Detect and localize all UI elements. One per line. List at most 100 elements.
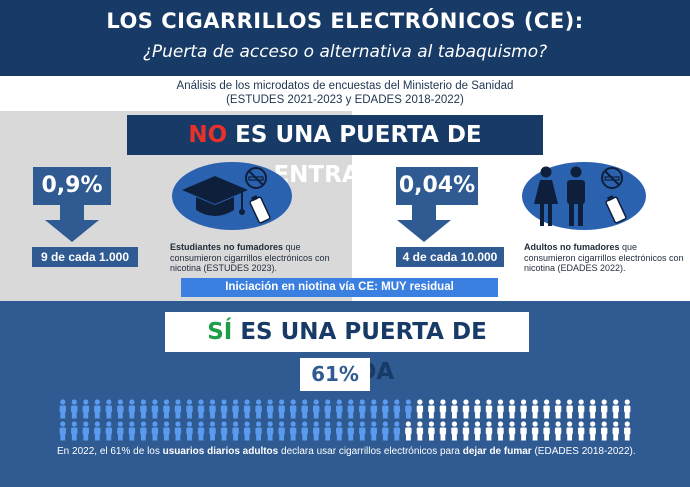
person-icon bbox=[485, 399, 493, 419]
person-icon-quit bbox=[82, 421, 89, 441]
page-title: LOS CIGARRILLOS ELECTRÓNICOS (CE): bbox=[106, 9, 584, 33]
person-icon-quit bbox=[370, 421, 377, 441]
person-icon bbox=[543, 421, 550, 441]
students-stat: 0,9% bbox=[33, 167, 111, 205]
person-icon bbox=[405, 421, 412, 441]
si-word: SÍ bbox=[207, 319, 233, 345]
person-icon-quit bbox=[289, 421, 297, 441]
footer-part-2: declara usar cigarrillos electrónicos pa… bbox=[278, 446, 463, 457]
person-icon-quit bbox=[82, 399, 89, 419]
person-icon bbox=[601, 421, 608, 441]
vape-device-icon bbox=[605, 195, 627, 224]
person-icon-quit bbox=[128, 399, 136, 419]
person-icon-quit bbox=[59, 421, 66, 441]
person-icon-quit bbox=[243, 399, 251, 419]
person-icon-quit bbox=[278, 421, 285, 441]
person-icon bbox=[497, 399, 504, 419]
person-icon-quit bbox=[324, 399, 331, 419]
exit-footer-text: En 2022, el 61% de los usuarios diarios … bbox=[57, 445, 657, 458]
person-icon-quit bbox=[324, 421, 331, 441]
person-icon-quit bbox=[220, 421, 228, 441]
person-icon bbox=[554, 421, 562, 441]
person-icon bbox=[439, 399, 447, 419]
person-icon-quit bbox=[382, 399, 389, 419]
person-icon bbox=[601, 399, 608, 419]
person-icon-quit bbox=[117, 399, 124, 419]
no-word: NO bbox=[188, 122, 228, 148]
no-entry-banner-text: ES UNA PUERTA DE ENTRADA bbox=[227, 122, 482, 188]
person-icon-quit bbox=[220, 399, 228, 419]
person-icon-quit bbox=[174, 399, 182, 419]
person-icon-quit bbox=[163, 399, 170, 419]
footer-bold-2: dejar de fumar bbox=[462, 446, 532, 457]
person-icon-quit bbox=[94, 399, 101, 419]
header-banner bbox=[0, 0, 690, 76]
person-icon bbox=[531, 421, 539, 441]
person-icon-quit bbox=[266, 399, 274, 419]
person-icon bbox=[462, 399, 470, 419]
person-icon-quit bbox=[163, 421, 170, 441]
person-icon bbox=[520, 421, 527, 441]
person-icon-quit bbox=[255, 399, 262, 419]
students-arrow-shaft bbox=[60, 205, 84, 220]
person-icon bbox=[508, 421, 516, 441]
footer-bold-1: usuarios diarios adultos bbox=[162, 446, 279, 457]
person-icon bbox=[589, 399, 596, 419]
person-icon-quit bbox=[266, 421, 274, 441]
vape-device-icon bbox=[249, 195, 271, 224]
students-caption-bold: Estudiantes no fumadores bbox=[170, 242, 284, 252]
man-icon bbox=[567, 166, 585, 226]
students-ratio: 9 de cada 1.000 bbox=[32, 247, 138, 267]
person-icon bbox=[474, 421, 481, 441]
exit-percent: 61% bbox=[300, 358, 370, 391]
person-icon-quit bbox=[289, 399, 297, 419]
person-icon-quit bbox=[197, 399, 205, 419]
no-smoking-icon bbox=[601, 167, 623, 189]
person-icon-quit bbox=[405, 399, 412, 419]
person-icon-quit bbox=[140, 399, 147, 419]
person-icon bbox=[439, 421, 447, 441]
adults-arrow-shaft bbox=[412, 205, 436, 220]
source-line-1: Análisis de los microdatos de encuestas … bbox=[176, 80, 514, 92]
adults-caption-rest: que consumieron cigarrillos electrónicos… bbox=[524, 242, 684, 273]
person-icon-quit bbox=[71, 421, 78, 441]
person-icon-quit bbox=[255, 421, 262, 441]
person-icon bbox=[462, 421, 470, 441]
person-icon bbox=[474, 399, 481, 419]
person-icon bbox=[554, 399, 562, 419]
person-icon-quit bbox=[174, 421, 182, 441]
people-pictogram-grid bbox=[59, 399, 631, 441]
person-icon bbox=[612, 399, 619, 419]
person-icon-quit bbox=[105, 399, 113, 419]
person-icon-quit bbox=[393, 399, 401, 419]
person-icon-quit bbox=[313, 399, 320, 419]
person-icon bbox=[428, 399, 435, 419]
person-icon-quit bbox=[71, 399, 78, 419]
person-icon bbox=[624, 421, 631, 441]
person-icon-quit bbox=[232, 421, 239, 441]
person-icon-quit bbox=[105, 421, 113, 441]
person-icon-quit bbox=[151, 399, 159, 419]
person-icon-quit bbox=[59, 399, 66, 419]
person-icon-quit bbox=[243, 421, 251, 441]
person-icon-quit bbox=[359, 399, 366, 419]
footer-part-1: En 2022, el 61% de los bbox=[57, 446, 163, 457]
students-caption: Estudiantes no fumadores que consumieron… bbox=[170, 242, 348, 274]
person-icon bbox=[485, 421, 493, 441]
person-icon-quit bbox=[301, 421, 308, 441]
graduation-cap-icon bbox=[182, 176, 248, 216]
person-icon bbox=[508, 399, 516, 419]
person-icon-quit bbox=[393, 421, 401, 441]
person-icon bbox=[497, 421, 504, 441]
person-icon-quit bbox=[128, 421, 136, 441]
person-icon bbox=[577, 421, 585, 441]
adults-caption: Adultos no fumadores que consumieron cig… bbox=[524, 242, 684, 274]
person-icon bbox=[451, 421, 458, 441]
page-subtitle: ¿Puerta de acceso o alternativa al tabaq… bbox=[142, 42, 548, 62]
person-icon bbox=[543, 399, 550, 419]
woman-icon bbox=[534, 166, 558, 226]
person-icon-quit bbox=[347, 399, 354, 419]
person-icon-quit bbox=[336, 421, 343, 441]
no-entry-banner: NO ES UNA PUERTA DE ENTRADA bbox=[127, 115, 543, 188]
person-icon bbox=[612, 421, 619, 441]
